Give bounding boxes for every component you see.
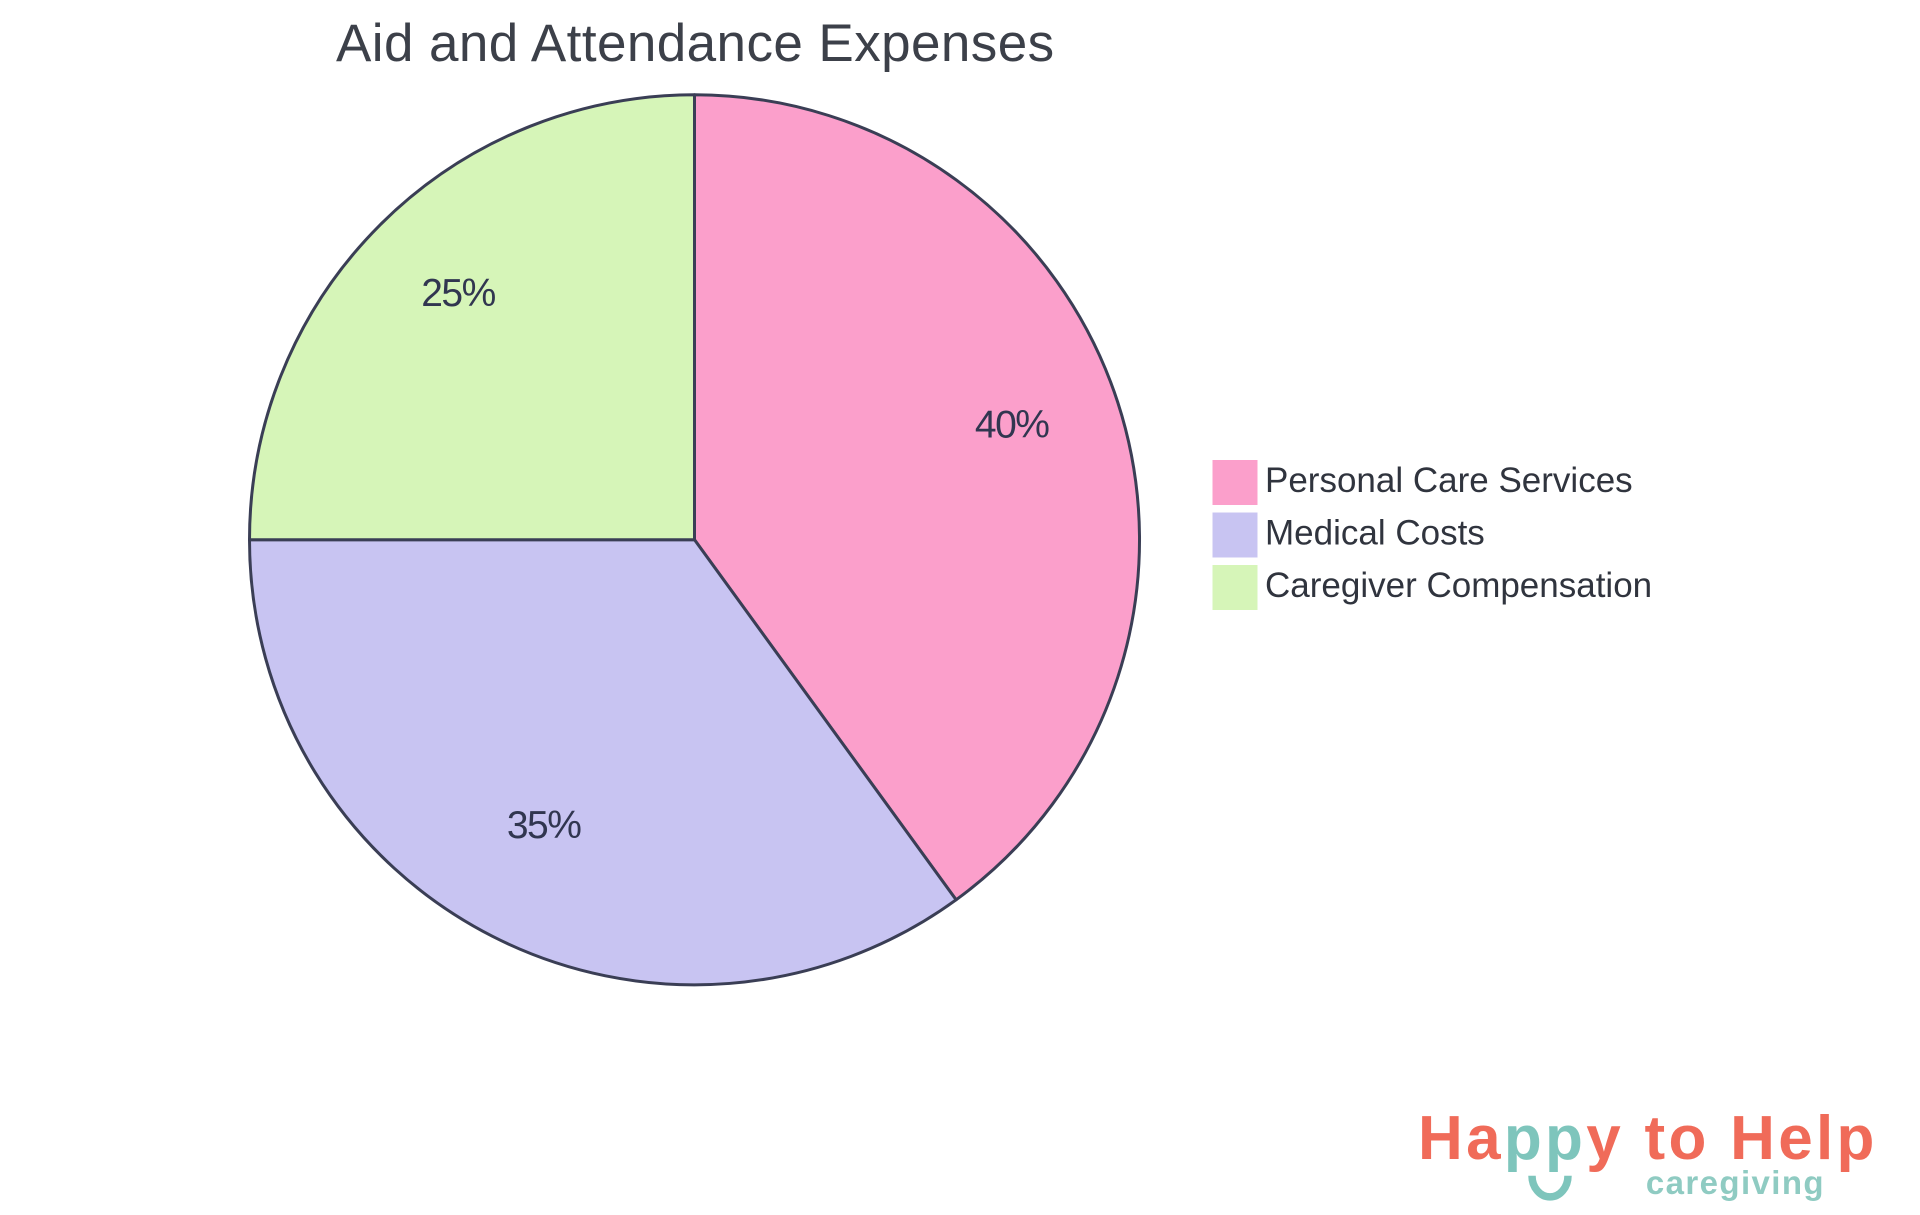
svg-text:Medical Costs: Medical Costs — [1265, 514, 1485, 553]
svg-text:Personal Care Services: Personal Care Services — [1265, 461, 1633, 500]
svg-text:35%: 35% — [507, 804, 581, 847]
svg-text:Caregiver Compensation: Caregiver Compensation — [1265, 566, 1652, 605]
svg-text:caregiving: caregiving — [1646, 1164, 1825, 1201]
svg-text:Aid and Attendance Expenses: Aid and Attendance Expenses — [336, 14, 1055, 73]
svg-text:Happy to Help: Happy to Help — [1418, 1104, 1878, 1173]
svg-text:25%: 25% — [421, 272, 495, 315]
svg-text:40%: 40% — [975, 403, 1049, 446]
